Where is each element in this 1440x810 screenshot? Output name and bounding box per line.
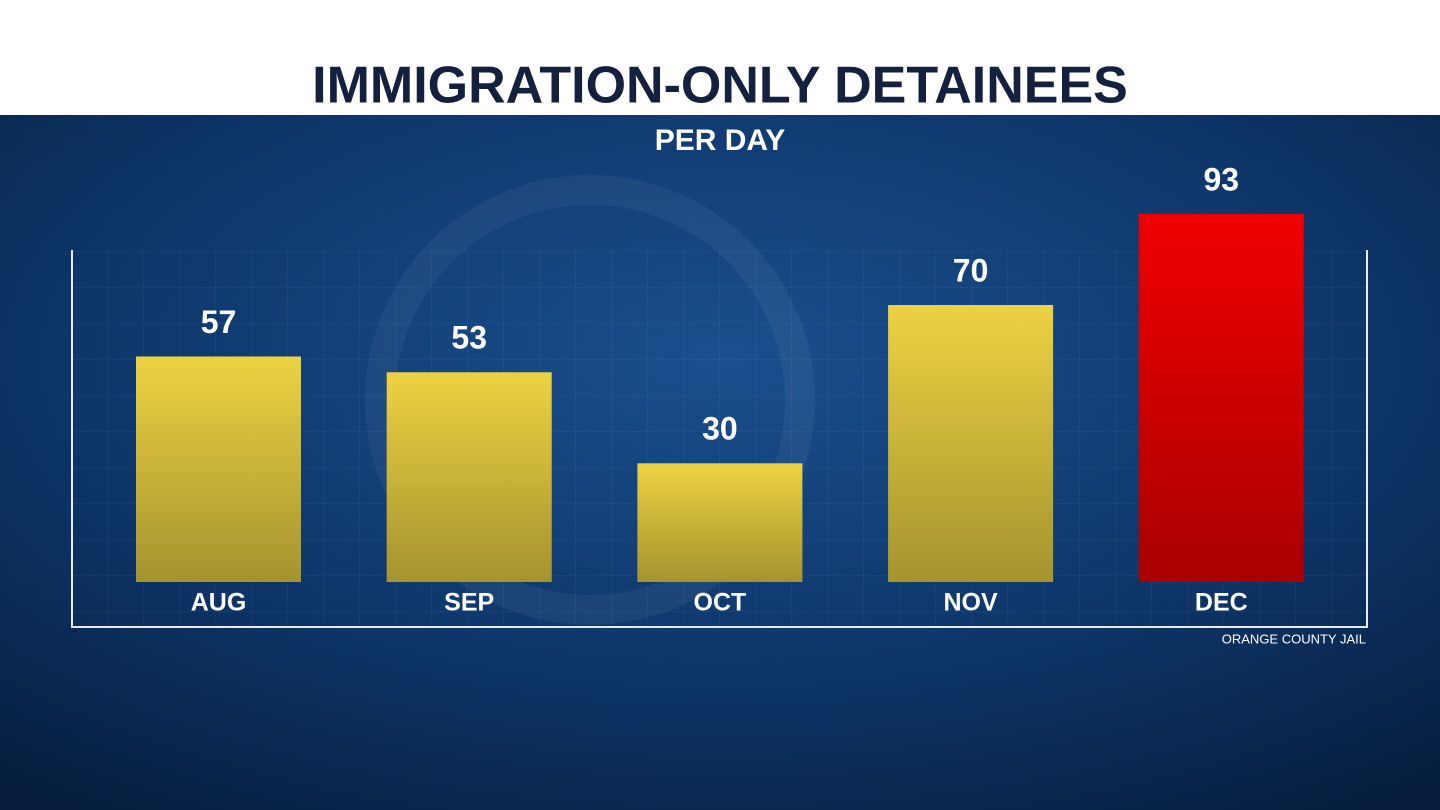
source: ORANGE COUNTY JAIL <box>1222 631 1366 646</box>
bar-shade <box>888 305 1054 582</box>
chart-title: IMMIGRATION-ONLY DETAINEES <box>312 57 1128 115</box>
header-band <box>0 0 1440 115</box>
value-label: 30 <box>702 411 738 447</box>
value-label: 53 <box>451 320 487 356</box>
value-label: 57 <box>201 304 237 340</box>
x-tick-label: OCT <box>694 589 747 617</box>
x-tick-label: DEC <box>1195 589 1248 617</box>
x-tick-label: SEP <box>444 589 494 617</box>
value-label: 93 <box>1204 161 1240 197</box>
value-label: 70 <box>953 252 989 288</box>
chart-subtitle: PER DAY <box>655 124 786 157</box>
plot-frame <box>71 250 1368 628</box>
x-tick-label: AUG <box>191 589 247 617</box>
bar-shade <box>637 463 803 582</box>
x-tick-label: NOV <box>944 589 999 617</box>
bar-shade <box>136 356 301 582</box>
bar-shade <box>386 372 552 582</box>
bar-shade <box>1138 214 1304 582</box>
